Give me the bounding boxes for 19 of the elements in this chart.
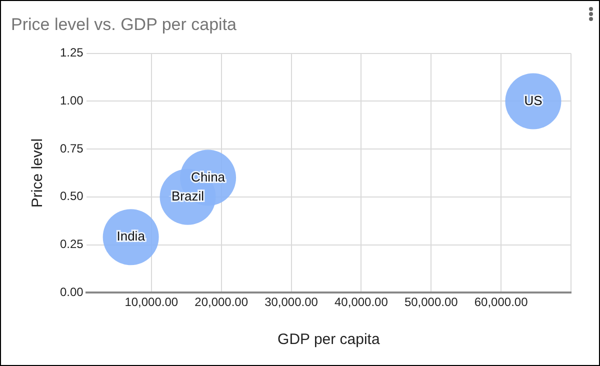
y-axis-title: Price level bbox=[29, 138, 46, 208]
series-label: US bbox=[524, 92, 543, 108]
x-tick-label: 50,000.00 bbox=[404, 295, 458, 310]
series-label: China bbox=[191, 169, 226, 184]
y-tick-label: 0.25 bbox=[60, 237, 84, 252]
x-axis-title: GDP per capita bbox=[278, 331, 380, 348]
chart-title: Price level vs. GDP per capita bbox=[11, 14, 238, 34]
series-label: India bbox=[116, 228, 146, 244]
series-label: Brazil bbox=[172, 188, 204, 204]
y-tick-label: 0.75 bbox=[60, 141, 84, 156]
x-tick-label: 30,000.00 bbox=[264, 295, 318, 310]
y-tick-label: 1.25 bbox=[60, 46, 84, 60]
y-tick-label: 0.00 bbox=[60, 284, 84, 299]
x-tick-label: 10,000.00 bbox=[124, 295, 178, 310]
y-tick-label: 0.50 bbox=[60, 189, 84, 204]
x-tick-label: 20,000.00 bbox=[194, 295, 248, 310]
x-tick-label: 40,000.00 bbox=[334, 295, 388, 310]
x-tick-label: 60,000.00 bbox=[474, 295, 528, 310]
y-tick-label: 1.00 bbox=[60, 94, 84, 108]
